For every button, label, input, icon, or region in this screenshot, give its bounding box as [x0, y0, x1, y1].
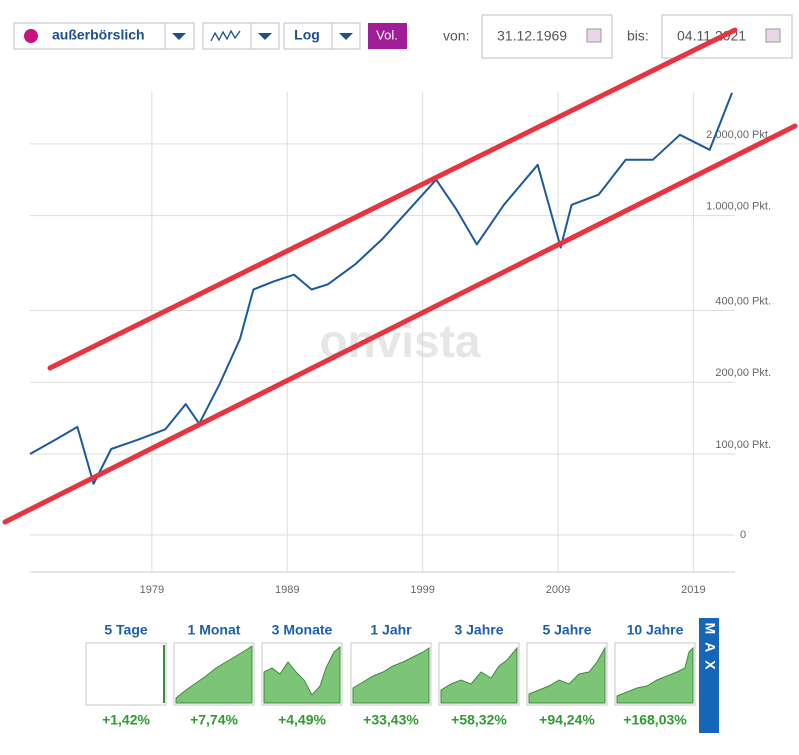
- line-icon: [210, 29, 241, 42]
- dropdown-arrow: [339, 33, 353, 40]
- period-label: 5 Tage: [104, 622, 148, 638]
- x-tick-label: 2009: [546, 584, 570, 596]
- period-change: +58,32%: [451, 712, 507, 728]
- period-label: 1 Jahr: [370, 622, 412, 638]
- dropdown-arrow: [258, 33, 272, 40]
- upper-trend-line: [47, 27, 738, 371]
- price-line: [29, 92, 733, 485]
- market-label: außerbörslich: [52, 27, 145, 43]
- period-label: 10 Jahre: [627, 622, 684, 638]
- calendar-icon[interactable]: [765, 28, 781, 43]
- x-tick-label: 1999: [410, 584, 434, 596]
- period-label: 5 Jahre: [542, 622, 591, 638]
- period-tiles: MAX: [85, 618, 719, 733]
- volume-button[interactable]: [368, 23, 407, 49]
- lower-trend-line: [2, 123, 798, 525]
- toolbar: außerbörslich Log Vol. von: 31.12.1969 b…: [13, 14, 793, 59]
- period-change: +4,49%: [278, 712, 326, 728]
- y-tick-label: 200,00 Pkt.: [715, 367, 771, 379]
- to-label: bis:: [627, 28, 649, 44]
- dropdown-arrow: [172, 33, 186, 40]
- trend-lines: [2, 27, 798, 525]
- sparkline: [440, 646, 518, 704]
- y-tick-label: 100,00 Pkt.: [715, 439, 771, 451]
- sparkline: [175, 645, 253, 704]
- x-tick-label: 1979: [140, 584, 164, 596]
- sparkline: [352, 647, 430, 704]
- period-change: +168,03%: [623, 712, 687, 728]
- period-change: +7,74%: [190, 712, 238, 728]
- sparkline: [616, 646, 694, 704]
- y-bottom-label: 0: [740, 529, 746, 541]
- y-tick-label: 2.000,00 Pkt.: [706, 129, 771, 141]
- period-label: 1 Monat: [188, 622, 241, 638]
- market-dot: [24, 29, 38, 43]
- x-tick-label: 2019: [681, 584, 705, 596]
- period-change: +1,42%: [102, 712, 150, 728]
- period-label: 3 Monate: [272, 622, 333, 638]
- period-change: +94,24%: [539, 712, 595, 728]
- from-label: von:: [443, 28, 469, 44]
- x-tick-label: 1989: [275, 584, 299, 596]
- y-tick-label: 1.000,00 Pkt.: [706, 201, 771, 213]
- max-button[interactable]: [699, 618, 719, 733]
- scale-label: Log: [294, 27, 320, 43]
- calendar-icon[interactable]: [586, 28, 602, 43]
- max-label: MAX: [702, 622, 718, 677]
- volume-label: Vol.: [376, 27, 398, 42]
- from-date: 31.12.1969: [497, 28, 567, 44]
- period-label: 3 Jahre: [454, 622, 503, 638]
- plot-area: onvista 0 100,00 Pkt.200,00 Pkt.400,00 P…: [29, 92, 771, 596]
- period-tile[interactable]: [85, 642, 167, 706]
- sparkline: [263, 645, 341, 704]
- period-change: +33,43%: [363, 712, 419, 728]
- y-tick-label: 400,00 Pkt.: [715, 295, 771, 307]
- sparkline: [528, 646, 606, 704]
- market-select[interactable]: [13, 22, 195, 50]
